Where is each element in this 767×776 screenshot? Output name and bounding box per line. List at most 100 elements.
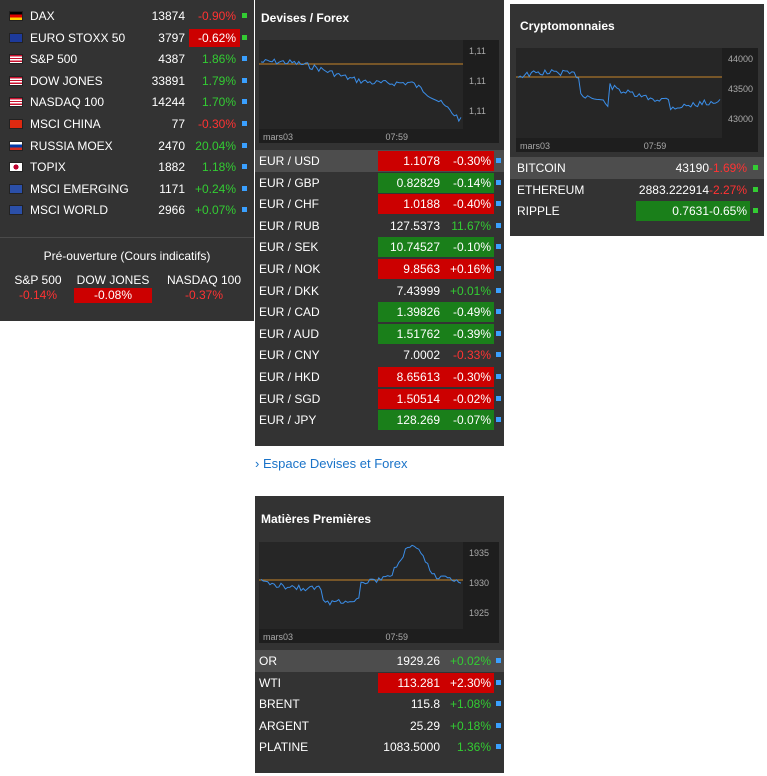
flag-icon [9,183,23,194]
y-tick-label: 1935 [469,548,489,558]
forex-row[interactable]: EUR / SGD 1.50514 -0.02% [255,388,504,410]
index-row[interactable]: MSCI WORLD 2966 +0.07% [0,199,254,221]
forex-chart: 1,11 1,11 1,11 mars03 07:59 [259,40,499,143]
quote-change: -0.14% [452,175,491,190]
trend-dot-icon [496,201,501,207]
quote-box: 8.65613 -0.30% [378,367,494,387]
x-time-label: 07:59 [385,132,408,142]
index-change: +0.07% [194,203,236,218]
quote-name: EUR / DKK [259,283,320,298]
forex-row[interactable]: EUR / CHF 1.0188 -0.40% [255,193,504,215]
y-tick-label: 43500 [728,84,753,94]
y-tick-label: 1,11 [469,76,486,86]
quote-value: 128.269 [396,413,440,428]
trend-dot-icon [496,374,501,379]
flag-icon [9,205,23,216]
quote-change: -0.30% [452,154,491,168]
crypto-name: BITCOIN [517,161,566,175]
quote-value: 1.1078 [403,154,440,168]
quote-box: 43190 -1.69% [636,158,750,178]
price-line [260,58,462,123]
commodities-row[interactable]: PLATINE 1083.5000 1.36% [255,736,504,758]
forex-title: Devises / Forex [261,11,350,25]
index-row[interactable]: MSCI CHINA 77 -0.30% [0,113,254,135]
quote-change: +0.16% [449,262,491,276]
quote-change: +0.02% [449,654,491,668]
crypto-value: 43190 [675,161,709,175]
quote-value: 25.29 [409,718,440,733]
quote-box: 1.39826 -0.49% [378,302,494,323]
preopening-value: -0.37% [184,288,224,302]
forex-row[interactable]: EUR / NOK 9.8563 +0.16% [255,258,504,280]
index-row[interactable]: DOW JONES 33891 1.79% [0,70,254,92]
index-row[interactable]: RUSSIA MOEX 2470 20.04% [0,135,254,157]
quote-box: 9.8563 +0.16% [378,259,494,279]
quote-box: 7.43999 +0.01% [378,281,494,301]
forex-panel: Devises / Forex 1,11 1,11 1,11 mars03 07:59 … [255,0,504,446]
quote-name: EUR / GBP [259,175,320,190]
quote-value: 1.39826 [396,305,440,320]
forex-row[interactable]: EUR / AUD 1.51762 -0.39% [255,323,504,345]
trend-dot-icon [753,165,758,170]
crypto-row[interactable]: ETHEREUM 2883.222914 -2.27% [510,179,764,201]
index-row[interactable]: DAX 13874 -0.90% [0,5,254,27]
index-change: 1.70% [201,95,236,110]
commodities-row[interactable]: ARGENT 25.29 +0.18% [255,715,504,737]
preopening-item[interactable]: NASDAQ 100 -0.37% [163,273,245,303]
index-row[interactable]: S&P 500 4387 1.86% [0,48,254,70]
trend-dot-icon [242,185,247,191]
index-row[interactable]: MSCI EMERGING 1171 +0.24% [0,178,254,200]
trend-dot-icon [242,34,247,40]
y-tick-label: 44000 [728,54,753,64]
preopening-title: Pré-ouverture (Cours indicatifs) [43,249,211,263]
commodities-chart: 1935 1930 1925 mars03 07:59 [259,542,499,643]
crypto-change: -0.65% [708,204,747,219]
trend-dot-icon [496,744,501,750]
index-row[interactable]: TOPIX 1882 1.18% [0,156,254,178]
quote-value: 115.8 [410,697,440,712]
crypto-row[interactable]: BITCOIN 43190 -1.69% [510,157,764,179]
forex-row[interactable]: EUR / GBP 0.82829 -0.14% [255,172,504,194]
trend-dot-icon [496,179,501,185]
quote-change: +1.08% [449,697,491,712]
commodities-row[interactable]: BRENT 115.8 +1.08% [255,693,504,715]
forex-row[interactable]: EUR / USD 1.1078 -0.30% [255,150,504,172]
index-value: 4387 [158,52,185,67]
preopening-label: NASDAQ 100 [166,273,242,287]
forex-space-link[interactable]: › Espace Devises et Forex [255,456,408,471]
preopening-value: -0.08% [74,288,152,303]
forex-row[interactable]: EUR / JPY 128.269 -0.07% [255,409,504,431]
forex-row[interactable]: EUR / CAD 1.39826 -0.49% [255,301,504,323]
quote-value: 1.0188 [403,197,440,212]
quote-box: 115.8 +1.08% [378,694,494,714]
index-row[interactable]: EURO STOXX 50 3797 -0.62% [0,27,254,49]
index-name: MSCI WORLD [30,203,108,218]
index-value: 1882 [158,160,185,175]
crypto-chart-svg: 44000 43500 43000 mars03 07:59 [516,48,753,151]
index-change: -0.90% [197,9,236,23]
preopening-item[interactable]: DOW JONES -0.08% [74,273,152,303]
forex-row[interactable]: EUR / RUB 127.5373 11.67% [255,215,504,237]
forex-row[interactable]: EUR / CNY 7.0002 -0.33% [255,344,504,366]
quote-box: 113.281 +2.30% [378,672,494,693]
forex-row[interactable]: EUR / DKK 7.43999 +0.01% [255,280,504,302]
index-row[interactable]: NASDAQ 100 14244 1.70% [0,91,254,113]
quote-name: EUR / NOK [259,262,321,276]
crypto-name: RIPPLE [517,204,560,219]
quote-box: 1.51762 -0.39% [378,323,494,344]
trend-dot-icon [242,207,247,213]
flag-icon [9,32,23,43]
forex-chart-svg: 1,11 1,11 1,11 mars03 07:59 [259,40,486,142]
trend-dot-icon [242,99,247,105]
preopening-label: S&P 500 [14,273,62,287]
crypto-row[interactable]: RIPPLE 0.7631 -0.65% [510,200,764,222]
commodities-row[interactable]: OR 1929.26 +0.02% [255,650,504,672]
preopening-item[interactable]: S&P 500 -0.14% [8,273,68,303]
commodities-row[interactable]: WTI 113.281 +2.30% [255,672,504,694]
forex-row[interactable]: EUR / SEK 10.74527 -0.10% [255,236,504,258]
trend-dot-icon [242,56,247,62]
forex-row[interactable]: EUR / HKD 8.65613 -0.30% [255,366,504,388]
index-value: 14244 [151,95,185,110]
crypto-panel: Cryptomonnaies 44000 43500 43000 mars03 07:5… [510,4,764,236]
quote-name: EUR / CHF [259,197,319,212]
